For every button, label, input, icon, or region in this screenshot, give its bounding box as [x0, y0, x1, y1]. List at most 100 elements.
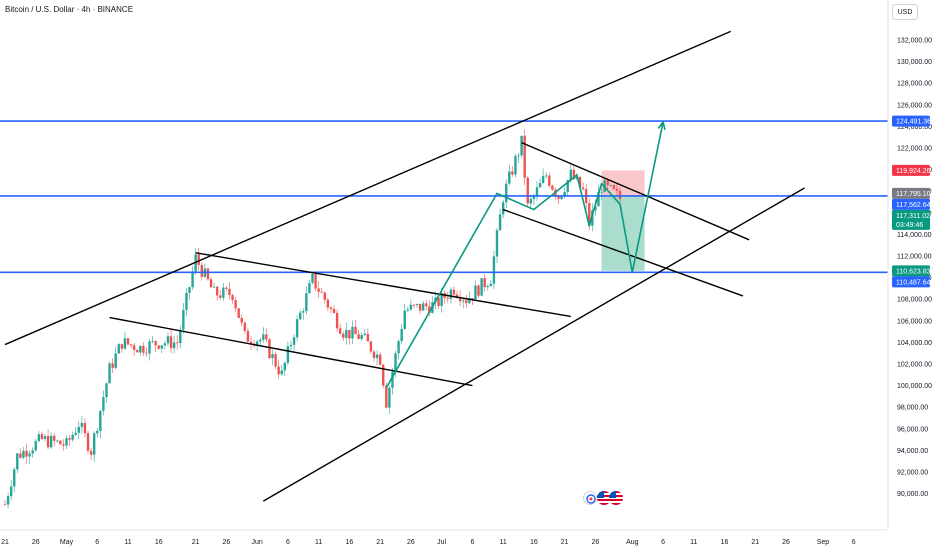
trendline-upper-channel[interactable] — [4, 30, 731, 346]
candle-body — [299, 312, 302, 320]
candle-body — [428, 306, 431, 313]
x-tick-label: 26 — [592, 539, 600, 546]
candle-body — [105, 383, 108, 398]
candle-body — [357, 334, 360, 339]
x-tick-label: 6 — [95, 539, 99, 546]
trendline-jul-flag-top[interactable] — [521, 141, 750, 241]
candle-body — [409, 304, 413, 310]
y-tick-label: 112,000.00 — [897, 254, 932, 261]
candle-body — [182, 309, 185, 330]
candle-body — [151, 340, 154, 342]
candle-body — [206, 268, 210, 280]
y-tick-label: 100,000.00 — [897, 383, 932, 390]
candle-body — [520, 135, 523, 156]
candle-body — [25, 450, 28, 457]
candle-body — [480, 278, 483, 296]
candle-body — [308, 282, 311, 294]
candle-body — [62, 444, 65, 446]
candle-body — [179, 329, 182, 344]
candle-body — [360, 335, 363, 339]
candle-body — [400, 328, 403, 342]
y-tick-label: 114,000.00 — [897, 232, 932, 239]
candle-body — [185, 292, 188, 310]
candle-body — [489, 283, 493, 287]
candle-body — [606, 180, 609, 186]
price-badge: 117,795.10 — [892, 187, 931, 199]
candle-body — [56, 440, 59, 442]
candle-body — [618, 190, 622, 200]
candle-body — [305, 293, 308, 312]
candle-body — [209, 279, 213, 288]
candle-body — [3, 504, 7, 506]
candle-body — [129, 344, 133, 346]
candle-body — [455, 294, 459, 298]
trendline-jul-flag-bottom[interactable] — [502, 208, 744, 297]
candle-body — [249, 341, 253, 344]
candle-body — [114, 353, 117, 368]
candle-body — [9, 486, 13, 497]
candle-body — [415, 303, 419, 305]
candle-body — [197, 254, 200, 265]
candle-body — [477, 285, 480, 296]
candle-body — [43, 436, 47, 439]
candle-body — [372, 351, 376, 359]
candle-body — [40, 434, 44, 439]
candle-body — [145, 352, 148, 354]
candle-body — [240, 317, 243, 323]
candle-body — [594, 206, 597, 211]
candle-body — [600, 191, 603, 193]
y-tick-label: 132,000.00 — [897, 38, 932, 45]
projection-path[interactable] — [385, 121, 664, 389]
candle-body — [597, 192, 600, 207]
candle-body — [498, 214, 502, 231]
x-tick-label: Sep — [817, 539, 830, 546]
us-flag-icon[interactable] — [609, 491, 623, 505]
candle-body — [74, 432, 77, 435]
candle-body — [366, 333, 370, 342]
candle-body — [53, 435, 56, 441]
y-tick-label: 122,000.00 — [897, 146, 932, 153]
take-profit-zone[interactable] — [601, 195, 645, 271]
candle-body — [83, 423, 87, 434]
x-tick-label: 16 — [155, 539, 163, 546]
candle-body — [172, 342, 176, 349]
us-flag-icon[interactable] — [597, 491, 611, 505]
candle-body — [37, 434, 41, 442]
candle-body — [422, 303, 425, 311]
trendline-may-range-bottom[interactable] — [109, 316, 473, 387]
candle-body — [320, 291, 323, 293]
price-badge-value: 117,795.10 — [896, 191, 931, 198]
candle-body — [563, 191, 566, 197]
trendline-lower-channel[interactable] — [262, 187, 805, 502]
candle-body — [215, 286, 219, 296]
candle-body — [71, 434, 74, 440]
y-tick-label: 124,000.00 — [897, 124, 932, 131]
candle-body — [465, 300, 468, 304]
economic-event-icon[interactable] — [583, 491, 597, 505]
candle-body — [31, 450, 34, 454]
candle-body — [102, 397, 105, 411]
trendline-may-range-top[interactable] — [195, 252, 571, 318]
candle-body — [501, 202, 505, 215]
candle-body — [578, 176, 582, 188]
price-badge-value: 117,311.02 — [896, 213, 930, 220]
x-tick-label: 21 — [561, 539, 569, 546]
candle-body — [505, 183, 508, 203]
y-tick-label: 126,000.00 — [897, 102, 932, 109]
event-markers[interactable] — [583, 491, 627, 507]
x-tick-label: 26 — [32, 539, 40, 546]
currency-button[interactable]: USD — [892, 4, 918, 20]
candle-body — [108, 363, 111, 384]
candle-body — [295, 319, 299, 338]
candle-body — [237, 308, 240, 318]
x-tick-label: 16 — [530, 539, 538, 546]
candle-body — [139, 345, 142, 353]
candle-body — [551, 185, 554, 190]
candle-body — [154, 340, 157, 346]
price-badge-value: 124,491.36 — [896, 119, 931, 126]
x-tick-label: 11 — [690, 539, 697, 546]
candle-body — [123, 338, 127, 349]
x-tick-label: 26 — [782, 539, 790, 546]
